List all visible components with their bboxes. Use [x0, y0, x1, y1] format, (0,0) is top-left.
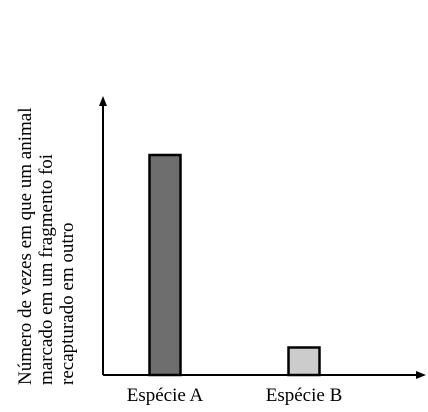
bars-group: [148, 153, 321, 377]
y-axis-label-line-2: marcado em um fragmento foi: [36, 154, 57, 385]
y-axis-arrowhead: [99, 96, 107, 106]
axes: [99, 96, 426, 379]
x-tick-label-especie-a: Espécie A: [127, 385, 204, 406]
y-axis-label: Número de vezes em que um animal marcado…: [15, 107, 78, 385]
x-tick-labels: Espécie A Espécie B: [127, 385, 343, 406]
y-axis-label-line-1: Número de vezes em que um animal: [15, 107, 36, 385]
x-axis-arrowhead: [416, 371, 426, 379]
bar-especie-a: [148, 153, 182, 377]
y-axis-label-line-3: recapturado em outro: [57, 223, 78, 385]
x-tick-label-especie-b: Espécie B: [266, 385, 343, 406]
bar-especie-b: [287, 346, 321, 377]
